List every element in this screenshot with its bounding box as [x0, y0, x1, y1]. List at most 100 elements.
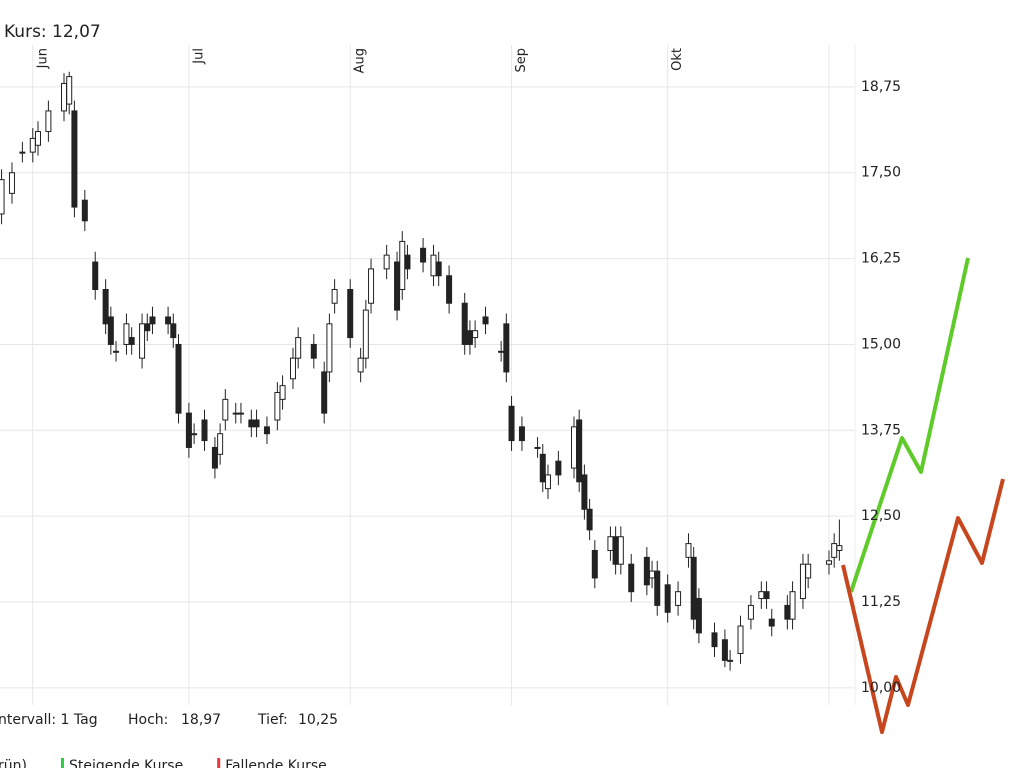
candle-body: [617, 536, 624, 565]
x-tick-label: Sep: [514, 48, 529, 73]
candle-body: [825, 560, 832, 565]
info-high-label: Hoch:: [128, 712, 168, 728]
candle-body: [591, 549, 598, 579]
candle-body: [482, 316, 489, 325]
y-tick-label: 10,00: [861, 680, 901, 696]
candle-body: [420, 247, 427, 263]
candle-body: [211, 446, 218, 469]
candle-body: [362, 309, 369, 359]
candle-body: [446, 275, 453, 304]
candle-body: [113, 350, 120, 353]
candle-body: [357, 357, 364, 373]
candle-body: [576, 419, 583, 483]
candle-body: [737, 625, 744, 654]
candle-body: [185, 412, 192, 448]
candle-body: [149, 316, 156, 325]
candle-body: [654, 570, 661, 606]
candle-body: [721, 639, 728, 661]
candle-body: [768, 618, 775, 627]
candle-body: [498, 350, 505, 353]
candle-body: [628, 563, 635, 593]
candle-body: [321, 371, 328, 414]
y-tick-label: 17,50: [861, 165, 901, 181]
candle-body: [102, 288, 109, 325]
candle-body: [326, 323, 333, 373]
candle-body: [383, 254, 390, 270]
candle-body: [534, 446, 541, 449]
x-tick-label: Jun: [35, 48, 50, 69]
candle-body: [139, 323, 146, 359]
candle-body: [555, 460, 562, 476]
legend-label: Fallende Kurse: [225, 758, 327, 768]
candle-body: [607, 536, 614, 551]
candle-body: [461, 302, 468, 345]
candle-body: [394, 261, 401, 311]
candle-body: [347, 288, 354, 339]
candle-body: [399, 240, 406, 290]
info-low-label: Tief:: [257, 712, 288, 728]
candle-body: [508, 405, 515, 442]
candle-body: [503, 323, 510, 373]
grid: [0, 45, 856, 705]
candle-body: [34, 131, 41, 146]
candle-body: [368, 268, 375, 304]
info-high: 18,97: [181, 712, 221, 728]
candle-body: [763, 591, 770, 600]
candles: [0, 71, 843, 671]
legend-label: Steigende Kurse: [69, 758, 183, 768]
candle-body: [685, 543, 692, 558]
candle-body: [123, 323, 130, 345]
candle-body: [107, 316, 114, 345]
candle-body: [570, 426, 577, 469]
candle-body: [222, 398, 229, 421]
candle-body: [19, 151, 26, 154]
candle-body: [518, 426, 525, 442]
candle-body: [128, 337, 135, 345]
legend-swatch: [217, 758, 221, 768]
candle-body: [784, 604, 791, 620]
candle-body: [81, 199, 88, 222]
candle-body: [295, 337, 302, 359]
candle-body: [175, 343, 182, 414]
candle-body: [799, 563, 806, 600]
candle-body: [66, 76, 73, 105]
legend-swatch: [60, 758, 64, 768]
x-tick-label: Jul: [191, 48, 206, 65]
candle-body: [165, 316, 172, 325]
candle-body: [664, 584, 671, 613]
candle-body: [144, 323, 151, 332]
candle-body: [758, 591, 765, 600]
x-tick-label: Okt: [670, 48, 685, 71]
candle-body: [643, 556, 650, 586]
candle-body: [581, 474, 588, 510]
candle-body: [61, 82, 68, 112]
candle-body: [71, 110, 78, 208]
candle-body: [232, 412, 239, 415]
legend-label: rün): [0, 758, 27, 768]
y-tick-label: 11,25: [861, 594, 901, 610]
candle-body: [253, 419, 260, 428]
candle-body: [289, 357, 296, 380]
candle-body: [472, 330, 479, 339]
candle-body: [805, 563, 812, 579]
candle-body: [191, 433, 198, 436]
y-tick-label: 18,75: [861, 79, 901, 95]
chart-title: Kurs: 12,07: [4, 22, 101, 42]
candle-body: [201, 419, 208, 442]
candle-body: [45, 110, 52, 133]
candle-body: [279, 385, 286, 400]
candle-body: [586, 508, 593, 531]
y-tick-label: 15,00: [861, 336, 901, 352]
candle-body: [435, 261, 442, 277]
candle-body: [466, 330, 473, 345]
candle-body: [263, 426, 270, 435]
candle-body: [248, 419, 255, 428]
candle-body: [612, 536, 619, 565]
y-tick-label: 12,50: [861, 508, 901, 524]
candle-body: [404, 254, 411, 270]
x-tick-label: Aug: [353, 48, 368, 73]
candle-body: [217, 433, 224, 455]
y-tick-label: 16,25: [861, 251, 901, 267]
y-tick-label: 13,75: [861, 422, 901, 438]
